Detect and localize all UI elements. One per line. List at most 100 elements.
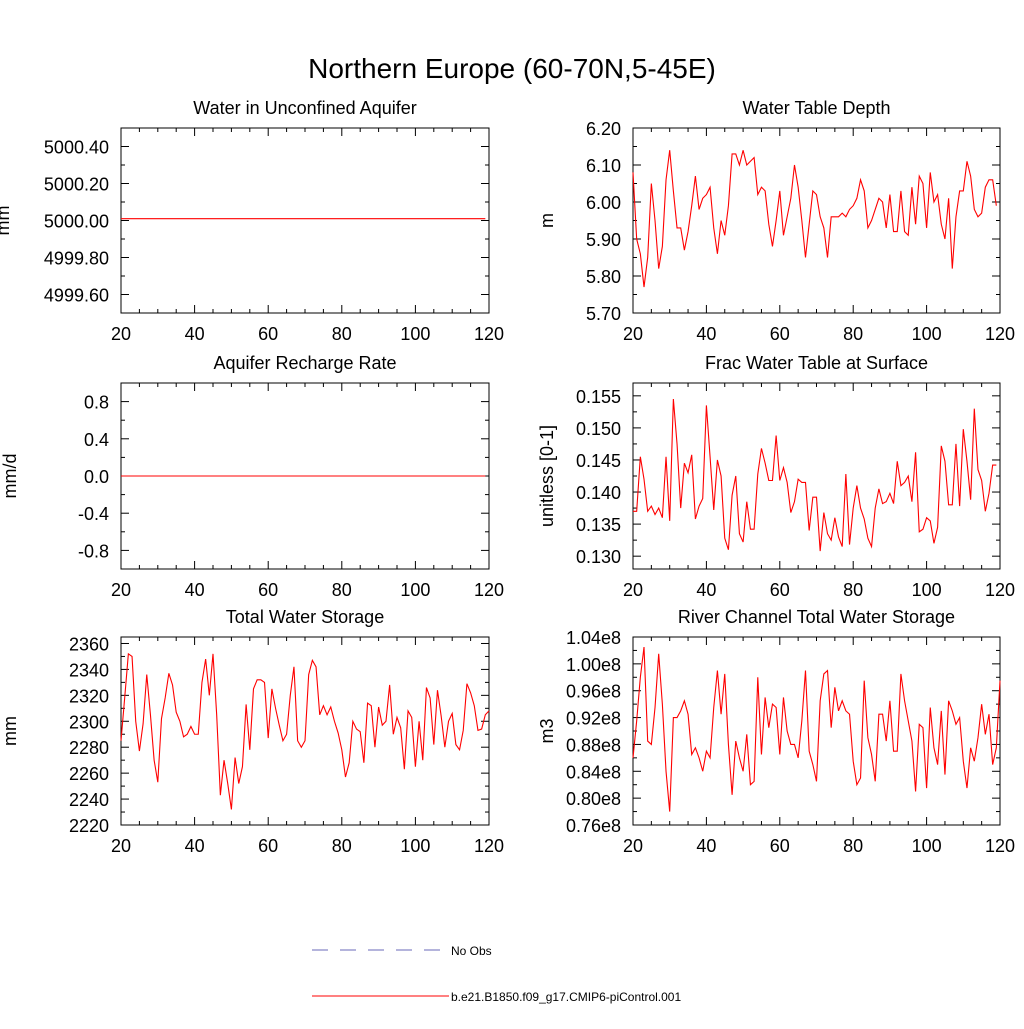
y-tick-label: 0.135 — [576, 515, 621, 535]
panel-title: River Channel Total Water Storage — [678, 607, 955, 627]
chart-panel-3: Aquifer Recharge Rate mm/d 20 40 60 80 100 120 -… — [0, 353, 504, 600]
y-tick-label: 2340 — [69, 660, 109, 680]
x-tick-label: 120 — [474, 324, 504, 344]
x-tick-label: 40 — [696, 324, 716, 344]
x-tick-label: 40 — [185, 580, 205, 600]
y-tick-label: 0.96e8 — [566, 682, 621, 702]
y-tick-label: 0.4 — [84, 430, 109, 450]
y-tick-label: 0.150 — [576, 419, 621, 439]
x-tick-label: 60 — [770, 324, 790, 344]
y-tick-label: 2320 — [69, 686, 109, 706]
y-axis-label: unitless [0-1] — [537, 425, 557, 527]
panel-title: Total Water Storage — [226, 607, 384, 627]
x-tick-label: 100 — [400, 324, 430, 344]
x-tick-label: 40 — [696, 836, 716, 856]
x-tick-label: 80 — [332, 324, 352, 344]
x-tick-label: 40 — [185, 836, 205, 856]
y-tick-label: 5.70 — [586, 304, 621, 324]
x-tick-label: 20 — [623, 580, 643, 600]
x-tick-label: 60 — [258, 580, 278, 600]
legend-label: b.e21.B1850.f09_g17.CMIP6-piControl.001 — [451, 990, 681, 1004]
series-line — [632, 647, 1001, 812]
series-line — [633, 398, 997, 552]
y-axis-label: mm — [0, 716, 20, 746]
y-axis-label: mm/d — [0, 454, 20, 499]
x-tick-label: 120 — [474, 580, 504, 600]
x-tick-label: 120 — [985, 836, 1015, 856]
x-tick-label: 20 — [623, 836, 643, 856]
y-tick-label: 1.04e8 — [566, 628, 621, 648]
panels: Water in Unconfined Aquifer mm 20 40 60 80 100… — [0, 98, 1015, 856]
y-tick-label: 1.00e8 — [566, 655, 621, 675]
y-tick-label: 0.80e8 — [566, 789, 621, 809]
x-tick-label: 20 — [111, 324, 131, 344]
chart-panel-1: Water in Unconfined Aquifer mm 20 40 60 80 100… — [0, 98, 504, 344]
x-tick-label: 100 — [400, 580, 430, 600]
panel-title: Water Table Depth — [742, 98, 890, 118]
x-tick-label: 100 — [400, 836, 430, 856]
y-tick-label: 0.92e8 — [566, 709, 621, 729]
chart-panel-5: Total Water Storage mm 20 40 60 80 100 120 2220 2… — [0, 607, 504, 856]
plot-frame — [632, 636, 1001, 826]
y-tick-label: 6.00 — [586, 193, 621, 213]
x-tick-label: 120 — [985, 324, 1015, 344]
y-tick-label: 6.10 — [586, 156, 621, 176]
x-tick-label: 40 — [185, 324, 205, 344]
x-tick-label: 120 — [474, 836, 504, 856]
x-tick-label: 80 — [332, 580, 352, 600]
plot-frame — [120, 127, 490, 314]
x-tick-label: 60 — [770, 580, 790, 600]
x-tick-label: 20 — [111, 580, 131, 600]
y-tick-label: 5000.40 — [44, 138, 109, 158]
x-tick-label: 80 — [843, 580, 863, 600]
y-tick-label: 4999.60 — [44, 286, 109, 306]
x-tick-label: 60 — [258, 836, 278, 856]
y-tick-label: 0.130 — [576, 547, 621, 567]
y-tick-label: 0.8 — [84, 393, 109, 413]
legend-label: No Obs — [451, 944, 492, 958]
series-line — [120, 652, 490, 810]
y-tick-label: 2300 — [69, 712, 109, 732]
series-line — [632, 150, 997, 288]
x-tick-label: 80 — [332, 836, 352, 856]
legend: No Obs b.e21.B1850.f09_g17.CMIP6-piContro… — [312, 944, 681, 1004]
x-tick-label: 120 — [985, 580, 1015, 600]
y-tick-label: 0.84e8 — [566, 762, 621, 782]
chart-panel-6: River Channel Total Water Storage m3 20 40 6… — [537, 607, 1015, 856]
y-tick-label: 2360 — [69, 634, 109, 654]
y-tick-label: 4999.80 — [44, 249, 109, 269]
legend-entry-1: No Obs — [312, 944, 492, 958]
y-tick-label: 2220 — [69, 816, 109, 836]
x-tick-label: 100 — [912, 324, 942, 344]
x-tick-label: 20 — [111, 836, 131, 856]
y-tick-label: 5.80 — [586, 267, 621, 287]
y-tick-label: 2240 — [69, 790, 109, 810]
legend-entry-2: b.e21.B1850.f09_g17.CMIP6-piControl.001 — [312, 990, 681, 1004]
x-tick-label: 100 — [912, 580, 942, 600]
plot-frame — [632, 127, 1001, 314]
x-tick-label: 80 — [843, 836, 863, 856]
x-tick-label: 60 — [258, 324, 278, 344]
panel-title: Frac Water Table at Surface — [705, 353, 928, 373]
panel-title: Aquifer Recharge Rate — [213, 353, 396, 373]
y-tick-label: 0.155 — [576, 387, 621, 407]
y-tick-label: -0.8 — [78, 541, 109, 561]
x-tick-label: 80 — [843, 324, 863, 344]
y-tick-label: 5.90 — [586, 230, 621, 250]
y-tick-label: 0.76e8 — [566, 816, 621, 836]
y-axis-label: m — [537, 213, 557, 228]
plot-frame — [632, 382, 1001, 570]
y-tick-label: 2260 — [69, 764, 109, 784]
y-axis-label: mm — [0, 206, 13, 236]
chart-panel-4: Frac Water Table at Surface unitless [0-1… — [537, 353, 1015, 600]
y-tick-label: 5000.20 — [44, 175, 109, 195]
y-axis-label: m3 — [537, 718, 557, 743]
y-tick-label: 0.140 — [576, 483, 621, 503]
y-tick-label: -0.4 — [78, 504, 109, 524]
x-tick-label: 60 — [770, 836, 790, 856]
y-tick-label: 5000.00 — [44, 212, 109, 232]
y-tick-label: 2280 — [69, 738, 109, 758]
panel-title: Water in Unconfined Aquifer — [193, 98, 416, 118]
